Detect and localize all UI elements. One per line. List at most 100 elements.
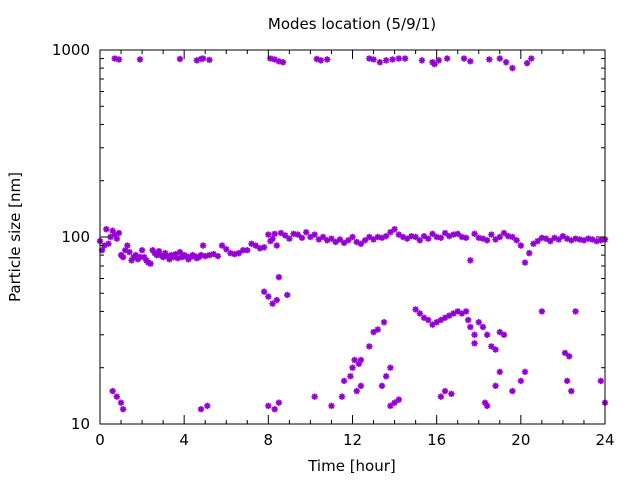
data-point bbox=[324, 56, 331, 63]
data-point bbox=[340, 239, 348, 247]
data-point bbox=[355, 360, 363, 367]
data-point bbox=[317, 57, 325, 64]
data-point bbox=[214, 252, 222, 260]
data-point bbox=[174, 255, 182, 262]
data-point bbox=[275, 58, 283, 65]
data-point bbox=[271, 56, 278, 63]
data-point bbox=[361, 237, 369, 244]
data-point bbox=[126, 248, 133, 256]
data-point bbox=[496, 368, 503, 376]
data-point bbox=[336, 236, 344, 243]
data-point bbox=[153, 251, 161, 259]
y-tick-label: 100 bbox=[61, 228, 90, 246]
data-point bbox=[521, 259, 529, 266]
data-point bbox=[382, 57, 390, 64]
data-point bbox=[462, 234, 470, 242]
data-point bbox=[496, 233, 503, 241]
data-point bbox=[435, 57, 442, 64]
data-point bbox=[366, 55, 373, 62]
data-point bbox=[460, 55, 468, 62]
data-point bbox=[523, 59, 531, 67]
data-point bbox=[479, 235, 487, 242]
data-point bbox=[311, 231, 318, 238]
data-point bbox=[563, 235, 571, 242]
data-point bbox=[206, 56, 213, 64]
data-point bbox=[568, 237, 575, 244]
data-point bbox=[465, 316, 472, 324]
data-point bbox=[437, 316, 445, 324]
data-point bbox=[458, 233, 466, 241]
y-axis-title: Particle size [nm] bbox=[6, 172, 24, 302]
x-tick-label: 4 bbox=[179, 431, 189, 449]
data-point bbox=[244, 246, 251, 254]
data-point bbox=[109, 227, 116, 234]
data-point bbox=[206, 251, 213, 259]
data-point bbox=[267, 237, 274, 245]
data-point bbox=[324, 237, 331, 244]
data-point bbox=[281, 232, 289, 239]
data-point bbox=[534, 237, 541, 245]
data-point bbox=[530, 240, 537, 247]
data-point bbox=[176, 55, 184, 63]
data-point bbox=[260, 244, 268, 251]
data-point bbox=[443, 55, 451, 62]
x-axis-title: Time [hour] bbox=[307, 457, 396, 475]
data-point bbox=[353, 387, 360, 395]
y-tick-label: 10 bbox=[71, 415, 90, 433]
data-point bbox=[572, 308, 579, 315]
data-point bbox=[107, 233, 114, 241]
data-point bbox=[538, 308, 546, 315]
data-point bbox=[111, 231, 118, 238]
data-point bbox=[528, 55, 535, 62]
data-point bbox=[412, 306, 419, 313]
data-point bbox=[593, 237, 600, 245]
data-point bbox=[380, 319, 388, 326]
data-point bbox=[172, 250, 179, 258]
data-point bbox=[416, 237, 424, 244]
data-point bbox=[500, 229, 508, 237]
data-point bbox=[450, 231, 457, 238]
data-point bbox=[437, 393, 445, 400]
data-point bbox=[471, 331, 478, 338]
data-point bbox=[589, 236, 596, 243]
data-point bbox=[479, 323, 487, 331]
data-point bbox=[483, 237, 491, 244]
data-point bbox=[162, 249, 169, 257]
data-point bbox=[357, 356, 365, 364]
data-point bbox=[370, 236, 377, 243]
data-point bbox=[267, 55, 274, 62]
data-point bbox=[475, 319, 482, 326]
x-tick-label: 12 bbox=[343, 431, 362, 449]
data-point bbox=[313, 55, 320, 63]
data-point bbox=[231, 250, 238, 258]
data-point bbox=[509, 64, 516, 72]
data-point bbox=[496, 55, 503, 62]
data-point bbox=[425, 316, 432, 324]
data-point bbox=[446, 312, 453, 319]
data-point bbox=[124, 242, 131, 249]
data-point bbox=[115, 56, 123, 63]
data-point bbox=[239, 246, 247, 254]
data-point bbox=[399, 233, 407, 241]
data-point bbox=[248, 240, 255, 247]
data-point bbox=[223, 246, 230, 253]
data-point bbox=[193, 57, 200, 64]
data-point bbox=[347, 373, 354, 380]
data-point bbox=[376, 59, 384, 66]
data-point bbox=[113, 235, 121, 242]
data-point bbox=[437, 234, 445, 242]
data-point bbox=[521, 368, 529, 376]
data-point bbox=[425, 235, 432, 242]
data-point bbox=[117, 399, 125, 406]
data-point bbox=[159, 253, 167, 261]
data-point bbox=[433, 319, 440, 326]
data-point bbox=[366, 343, 373, 350]
data-point bbox=[338, 393, 346, 400]
data-point bbox=[115, 229, 123, 237]
data-point bbox=[319, 233, 327, 241]
data-point bbox=[475, 234, 482, 242]
data-point bbox=[374, 233, 381, 241]
data-point bbox=[551, 234, 558, 242]
data-point bbox=[505, 232, 512, 240]
data-point bbox=[256, 245, 264, 252]
